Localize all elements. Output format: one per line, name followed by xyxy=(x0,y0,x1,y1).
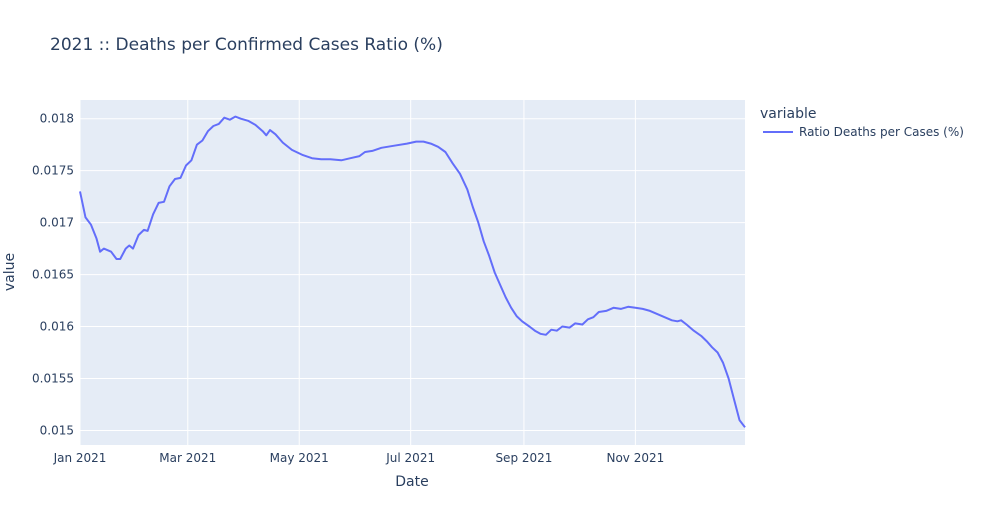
y-tick-label: 0.0165 xyxy=(32,268,74,282)
y-tick-label: 0.0155 xyxy=(32,371,74,385)
plot-area xyxy=(80,100,745,445)
y-tick-label: 0.0175 xyxy=(32,164,74,178)
x-tick-label: Jul 2021 xyxy=(385,451,435,465)
y-tick-label: 0.016 xyxy=(40,320,74,334)
x-tick-label: Sep 2021 xyxy=(495,451,552,465)
series-lines xyxy=(79,115,746,428)
x-tick-label: Mar 2021 xyxy=(159,451,216,465)
x-tick-label: Nov 2021 xyxy=(606,451,664,465)
y-axis-ticks: 0.015 0.0155 0.016 0.0165 0.017 0.0175 0.018 xyxy=(32,112,74,438)
x-axis-ticks: Jan 2021 Mar 2021 May 2021 Jul 2021 Sep 2021… xyxy=(53,451,665,465)
legend-item-label[interactable]: Ratio Deaths per Cases (%) xyxy=(799,125,964,139)
y-tick-label: 0.018 xyxy=(40,112,74,126)
gridlines xyxy=(79,100,745,445)
x-axis-title: Date xyxy=(395,474,428,490)
legend[interactable]: variable Ratio Deaths per Cases (%) xyxy=(760,106,964,139)
y-tick-label: 0.017 xyxy=(40,216,74,230)
x-tick-label: Jan 2021 xyxy=(53,451,107,465)
y-axis-title: value xyxy=(2,253,18,291)
series-line-0[interactable] xyxy=(79,115,746,428)
chart-title: 2021 :: Deaths per Confirmed Cases Ratio… xyxy=(50,35,443,55)
legend-title: variable xyxy=(760,106,816,122)
x-tick-label: May 2021 xyxy=(270,451,329,465)
y-tick-label: 0.015 xyxy=(40,423,74,437)
